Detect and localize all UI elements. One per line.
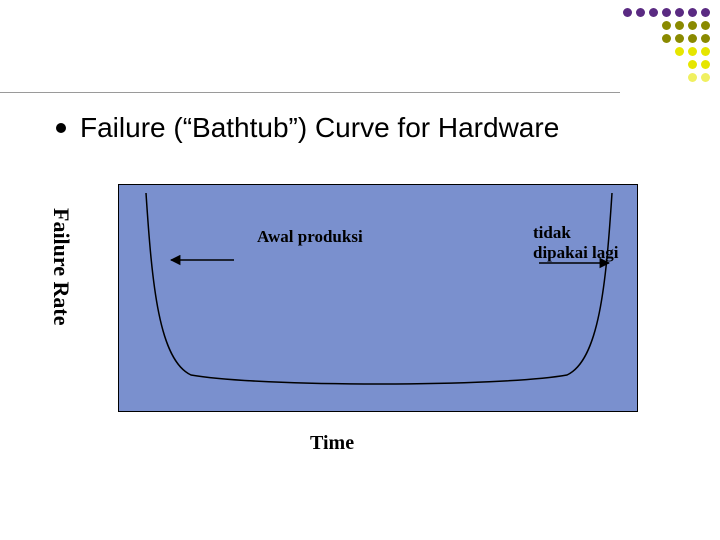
bathtub-plot: Awal produksi tidak dipakai lagi [118,184,638,412]
title-rule [0,92,620,93]
title-bullet-icon [56,123,66,133]
y-axis-label: Failure Rate [48,208,74,326]
title-row: Failure (“Bathtub”) Curve for Hardware [56,112,559,144]
x-axis-label: Time [310,432,354,455]
label-tidak: tidak [533,223,571,243]
bathtub-svg [119,185,639,413]
slide: Failure (“Bathtub”) Curve for Hardware F… [0,0,720,540]
label-dipakai-lagi: dipakai lagi [533,243,619,263]
corner-dot-decoration [620,8,710,86]
slide-title: Failure (“Bathtub”) Curve for Hardware [80,112,559,144]
label-awal-produksi: Awal produksi [257,227,363,247]
